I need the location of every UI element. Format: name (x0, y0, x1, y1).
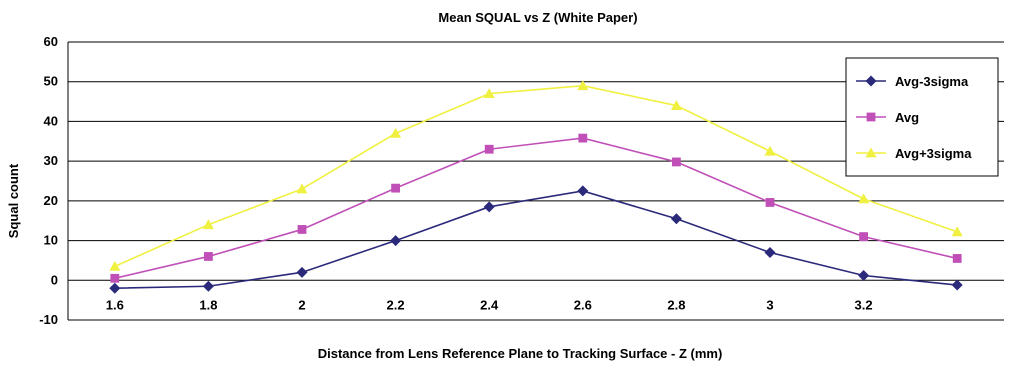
series-line (114, 190, 958, 290)
data-point (951, 279, 963, 291)
data-point (670, 213, 682, 225)
grid-layer (68, 41, 1004, 321)
data-point (765, 198, 775, 207)
y-tick-label: 0 (51, 272, 58, 287)
x-tick-label: 2.2 (387, 297, 405, 312)
data-point (577, 185, 589, 197)
data-point (670, 100, 682, 110)
data-point (202, 219, 214, 230)
y-tick-label: -10 (39, 312, 58, 327)
y-tick-label: 30 (44, 153, 58, 168)
data-point (859, 232, 868, 241)
data-point (296, 266, 308, 278)
data-point (390, 235, 402, 247)
data-point (109, 260, 121, 271)
x-tick-label: 3 (766, 297, 773, 312)
legend-marker (866, 112, 876, 122)
data-point (296, 183, 308, 194)
x-axis-title: Distance from Lens Reference Plane to Tr… (318, 346, 723, 361)
data-point (483, 88, 495, 99)
legend-label: Avg+3sigma (895, 146, 972, 161)
legend: Avg-3sigma Avg Avg+3sigma (845, 57, 999, 177)
data-point (672, 157, 681, 167)
y-tick-label: 10 (44, 233, 58, 248)
x-tick-label: 2 (298, 297, 305, 312)
data-point (110, 273, 120, 283)
data-point (204, 252, 213, 261)
series-line (114, 84, 958, 268)
data-point (764, 246, 776, 258)
x-tick-label: 2.6 (574, 297, 592, 312)
data-point (109, 282, 121, 294)
y-axis-title: Squal count (6, 163, 21, 238)
axis-layer: -10 0 10 20 30 40 50 60 1.6 1.8 2 2.2 2.4 2.6 2.8 3 3.2 (39, 34, 872, 327)
y-tick-label: 50 (44, 74, 58, 89)
x-tick-label: 3.2 (855, 297, 873, 312)
x-tick-label: 1.8 (199, 297, 217, 312)
data-point (297, 225, 307, 234)
chart-title: Mean SQUAL vs Z (White Paper) (438, 10, 637, 25)
series-line (114, 137, 958, 280)
data-point (952, 254, 962, 263)
data-point (764, 145, 776, 156)
y-tick-label: 60 (44, 34, 58, 49)
data-point (483, 201, 495, 213)
series-layer (109, 80, 963, 294)
data-point (390, 127, 402, 138)
data-point (951, 226, 963, 237)
legend-marker (865, 75, 877, 87)
y-tick-label: 40 (44, 113, 58, 128)
legend-label: Avg-3sigma (895, 74, 969, 89)
y-tick-label: 20 (44, 193, 58, 208)
legend-label: Avg (895, 110, 919, 125)
x-tick-label: 2.8 (667, 297, 685, 312)
data-point (577, 80, 589, 91)
data-point (858, 270, 870, 282)
x-tick-label: 2.4 (480, 297, 499, 312)
x-tick-label: 1.6 (106, 297, 124, 312)
legend-marker (865, 147, 877, 158)
data-point (484, 144, 494, 154)
data-point (202, 280, 214, 292)
data-point (391, 183, 400, 193)
data-point (578, 133, 588, 143)
data-point (858, 193, 870, 204)
